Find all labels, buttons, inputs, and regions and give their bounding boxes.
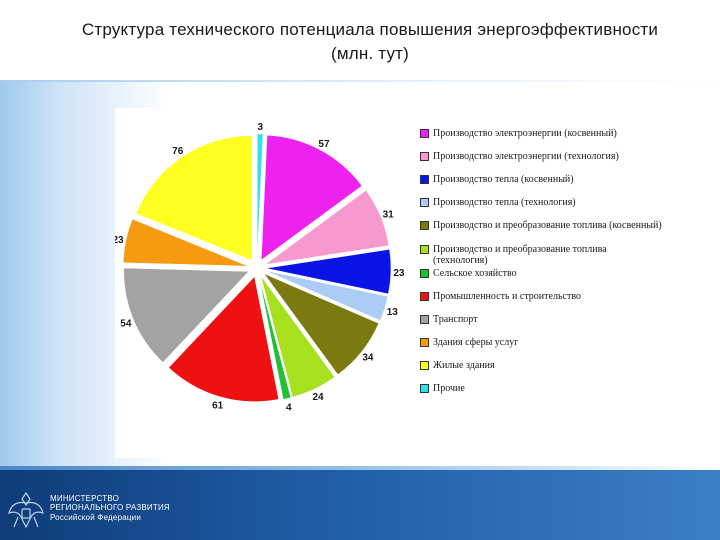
legend-label: Производство и преобразование топлива (к… (433, 220, 662, 231)
legend-swatch (420, 338, 429, 347)
pie-data-label-10: 54 (120, 318, 132, 329)
pie-slice-5 (265, 270, 389, 321)
legend-swatch (420, 315, 429, 324)
pie-slice-8 (258, 276, 292, 400)
legend-label: Сельское хозяйство (433, 268, 517, 279)
legend-label: Здания сферы услуг (433, 337, 519, 348)
legend-label: Производство и преобразование топлива (т… (433, 244, 607, 266)
footer-glow (0, 466, 720, 472)
pie-data-label-7: 24 (312, 392, 324, 403)
pie-slice-12 (135, 135, 253, 261)
pie-slice-4 (265, 249, 392, 295)
legend-swatch (420, 221, 429, 230)
legend-swatch (420, 361, 429, 370)
coat-of-arms-emblem (8, 491, 44, 529)
legend-swatch (420, 269, 429, 278)
pie-data-label-1: 3 (258, 122, 264, 133)
chart-area: 3 57 31 23 13 34 24 4 61 54 23 76 Производство элек… (115, 108, 670, 458)
footer-ministry-line2: РЕГИОНАЛЬНОГО РАЗВИТИЯ (50, 503, 170, 512)
pie-data-label-4: 23 (393, 268, 405, 279)
pie-slice-11 (122, 218, 249, 267)
legend-label: Транспорт (433, 314, 478, 325)
pie-data-label-9: 61 (212, 400, 224, 411)
slide-title: Структура технического потенциала повыше… (81, 20, 659, 63)
legend-swatch (420, 292, 429, 301)
legend-label: Прочие (433, 383, 465, 394)
legend-swatch (420, 198, 429, 207)
legend-label: Производство тепла (технология) (433, 197, 576, 208)
legend-swatch (420, 384, 429, 393)
pie-data-label-2: 57 (318, 139, 330, 150)
pie-slice-3 (265, 190, 390, 265)
pie-slice-7 (260, 275, 336, 398)
footer-ministry-line1: МИНИСТЕРСТВО (50, 494, 120, 503)
legend-swatch (420, 152, 429, 161)
legend-label: Промышленность и строительство (433, 291, 581, 302)
title-band (0, 0, 720, 80)
pie-data-label-6: 34 (362, 353, 374, 364)
legend-label: Производство тепла (косвенный) (433, 174, 574, 185)
pie-data-label-5: 13 (387, 307, 399, 318)
footer-country-line: Российской Федерации (50, 513, 141, 522)
legend-swatch (420, 245, 429, 254)
legend-label: Жилые здания (433, 360, 495, 371)
pie-data-label-8: 4 (286, 402, 292, 413)
pie-slice-6 (263, 273, 380, 375)
pie-slice-2 (260, 134, 363, 261)
legend-swatch (420, 175, 429, 184)
pie-slice-1 (256, 133, 264, 260)
pie-chart: 3 57 31 23 13 34 24 4 61 54 23 76 (115, 122, 405, 413)
pie-data-label-11: 23 (115, 235, 124, 246)
title-divider (0, 80, 720, 82)
footer-band (0, 470, 720, 540)
pie-slice-10 (123, 267, 250, 363)
pie-slice-9 (168, 276, 280, 402)
legend-label: Производство электроэнергии (косвенный) (433, 128, 617, 139)
legend-label: Производство электроэнергии (технология) (433, 151, 619, 162)
pie-data-label-12: 76 (172, 146, 184, 157)
pie-data-label-3: 31 (383, 210, 395, 221)
legend-swatch (420, 129, 429, 138)
